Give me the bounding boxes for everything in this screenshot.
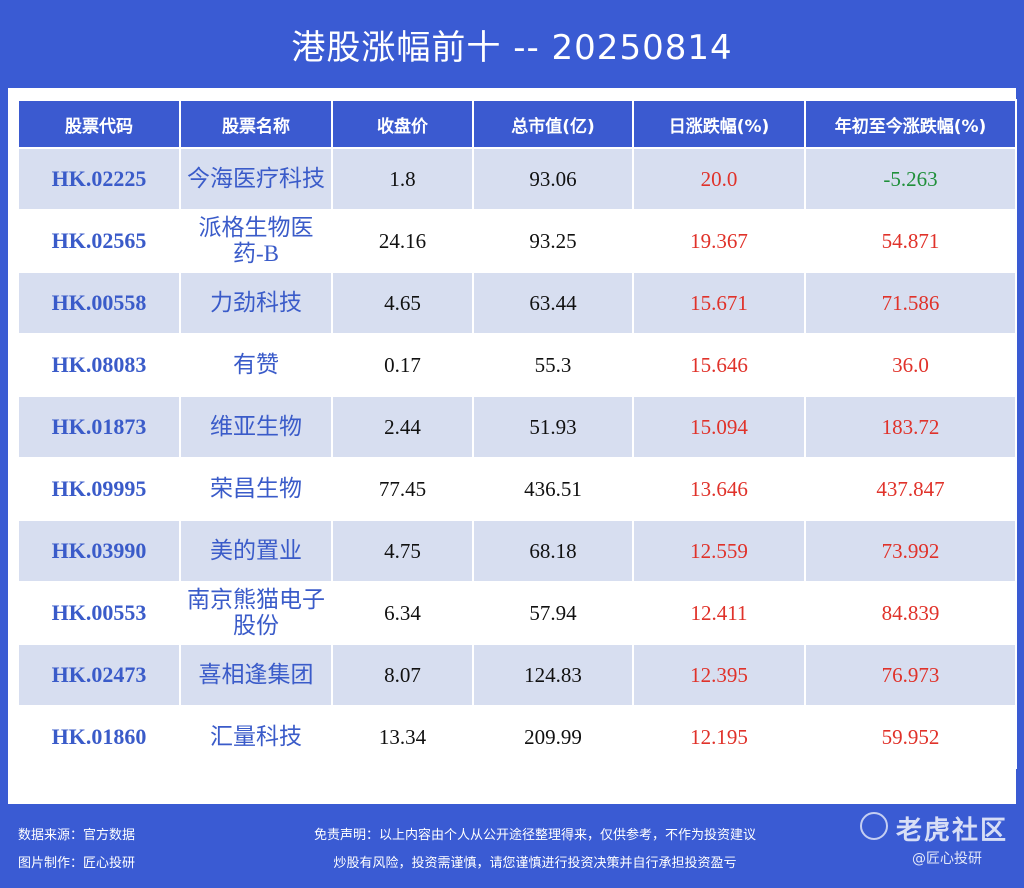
table-row: HK.02225 今海医疗科技 1.8 93.06 20.0 -5.263	[17, 147, 1017, 211]
table-row: HK.03990 美的置业 4.75 68.18 12.559 73.992	[17, 519, 1017, 583]
day-change: 20.0	[632, 147, 806, 211]
stock-code: HK.00558	[17, 271, 181, 335]
stock-name: 汇量科技	[179, 705, 333, 769]
day-change: 15.646	[632, 333, 806, 397]
stock-name: 喜相逢集团	[179, 643, 333, 707]
table-panel: 股票代码 股票名称 收盘价 总市值(亿) 日涨跌幅(%) 年初至今涨跌幅(%) …	[8, 88, 1017, 804]
ytd-change: 183.72	[804, 395, 1017, 459]
day-change: 12.411	[632, 581, 806, 645]
ytd-change: 76.973	[804, 643, 1017, 707]
stock-name: 南京熊猫电子股份	[179, 581, 333, 645]
watermark: 老虎社区 @匠心投研	[850, 808, 1020, 888]
stock-code: HK.01873	[17, 395, 181, 459]
close-price: 77.45	[331, 457, 474, 521]
day-change: 19.367	[632, 209, 806, 273]
stock-code: HK.00553	[17, 581, 181, 645]
close-price: 4.75	[331, 519, 474, 583]
table-row: HK.01873 维亚生物 2.44 51.93 15.094 183.72	[17, 395, 1017, 459]
stock-code: HK.01860	[17, 705, 181, 769]
table-row: HK.00558 力劲科技 4.65 63.44 15.671 71.586	[17, 271, 1017, 335]
close-price: 13.34	[331, 705, 474, 769]
market-cap: 63.44	[472, 271, 634, 335]
market-cap: 93.06	[472, 147, 634, 211]
day-change: 13.646	[632, 457, 806, 521]
market-cap: 57.94	[472, 581, 634, 645]
ytd-change: 73.992	[804, 519, 1017, 583]
market-cap: 436.51	[472, 457, 634, 521]
disclaimer: 免责声明：以上内容由个人从公开途径整理得来，仅供参考，不作为投资建议 炒股有风险…	[270, 822, 800, 878]
day-change: 15.094	[632, 395, 806, 459]
market-cap: 124.83	[472, 643, 634, 707]
col-header-code: 股票代码	[17, 99, 181, 149]
watermark-handle: @匠心投研	[912, 851, 982, 867]
stock-code: HK.02565	[17, 209, 181, 273]
stock-code: HK.08083	[17, 333, 181, 397]
stock-name: 有赞	[179, 333, 333, 397]
stock-code: HK.03990	[17, 519, 181, 583]
day-change: 12.559	[632, 519, 806, 583]
close-price: 1.8	[331, 147, 474, 211]
ytd-change: 437.847	[804, 457, 1017, 521]
tiger-community-logo-icon	[860, 812, 888, 840]
col-header-ytd-change: 年初至今涨跌幅(%)	[804, 99, 1017, 149]
market-cap: 93.25	[472, 209, 634, 273]
col-header-name: 股票名称	[179, 99, 333, 149]
market-cap: 51.93	[472, 395, 634, 459]
col-header-close: 收盘价	[331, 99, 474, 149]
market-cap: 55.3	[472, 333, 634, 397]
table-row: HK.08083 有赞 0.17 55.3 15.646 36.0	[17, 333, 1017, 397]
close-price: 0.17	[331, 333, 474, 397]
col-header-market-cap: 总市值(亿)	[472, 99, 634, 149]
ytd-change: 36.0	[804, 333, 1017, 397]
stock-name: 荣昌生物	[179, 457, 333, 521]
table-row: HK.00553 南京熊猫电子股份 6.34 57.94 12.411 84.8…	[17, 581, 1017, 645]
ytd-change: 71.586	[804, 271, 1017, 335]
image-maker-text: 图片制作：匠心投研	[18, 856, 136, 871]
table-row: HK.01860 汇量科技 13.34 209.99 12.195 59.952	[17, 705, 1017, 769]
ytd-change: 54.871	[804, 209, 1017, 273]
day-change: 15.671	[632, 271, 806, 335]
close-price: 8.07	[331, 643, 474, 707]
disclaimer-line-1: 免责声明：以上内容由个人从公开途径整理得来，仅供参考，不作为投资建议	[313, 828, 756, 843]
footer: 数据来源：官方数据 图片制作：匠心投研 免责声明：以上内容由个人从公开途径整理得…	[0, 806, 1024, 888]
watermark-brand: 老虎社区	[896, 816, 1009, 846]
close-price: 6.34	[331, 581, 474, 645]
close-price: 2.44	[331, 395, 474, 459]
page-title: 港股涨幅前十 -- 20250814	[291, 27, 733, 68]
day-change: 12.395	[632, 643, 806, 707]
ytd-change: 84.839	[804, 581, 1017, 645]
market-cap: 209.99	[472, 705, 634, 769]
footer-credits: 数据来源：官方数据 图片制作：匠心投研	[18, 822, 135, 878]
stock-name: 派格生物医药-B	[179, 209, 333, 273]
day-change: 12.195	[632, 705, 806, 769]
table-row: HK.02473 喜相逢集团 8.07 124.83 12.395 76.973	[17, 643, 1017, 707]
close-price: 24.16	[331, 209, 474, 273]
ytd-change: -5.263	[804, 147, 1017, 211]
table-row: HK.09995 荣昌生物 77.45 436.51 13.646 437.84…	[17, 457, 1017, 521]
market-cap: 68.18	[472, 519, 634, 583]
ytd-change: 59.952	[804, 705, 1017, 769]
stock-name: 美的置业	[179, 519, 333, 583]
stock-name: 力劲科技	[179, 271, 333, 335]
col-header-day-change: 日涨跌幅(%)	[632, 99, 806, 149]
stock-table: 股票代码 股票名称 收盘价 总市值(亿) 日涨跌幅(%) 年初至今涨跌幅(%) …	[17, 99, 1017, 769]
stock-code: HK.02473	[17, 643, 181, 707]
data-source-text: 数据来源：官方数据	[18, 828, 136, 843]
close-price: 4.65	[331, 271, 474, 335]
table-header-row: 股票代码 股票名称 收盘价 总市值(亿) 日涨跌幅(%) 年初至今涨跌幅(%)	[17, 99, 1017, 149]
disclaimer-line-2: 炒股有风险，投资需谨慎，请您谨慎进行投资决策并自行承担投资盈亏	[333, 856, 737, 871]
table-row: HK.02565 派格生物医药-B 24.16 93.25 19.367 54.…	[17, 209, 1017, 273]
stock-name: 今海医疗科技	[179, 147, 333, 211]
stock-name: 维亚生物	[179, 395, 333, 459]
stock-code: HK.09995	[17, 457, 181, 521]
stock-code: HK.02225	[17, 147, 181, 211]
